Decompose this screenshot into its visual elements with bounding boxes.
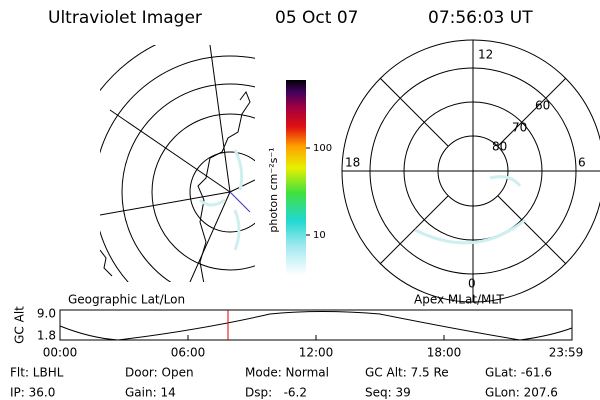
mlt-label: 18: [345, 156, 360, 170]
colorbar-tick: 10: [313, 230, 326, 241]
info-field: Gain: 14: [125, 386, 176, 400]
x-tick-label: 23:59: [549, 346, 584, 360]
info-field: IP: 36.0: [10, 386, 55, 400]
lat-label: 70: [512, 121, 527, 135]
altitude-curve: [59, 311, 573, 341]
colorbar: [286, 80, 306, 275]
colorbar-tick: 100: [313, 143, 332, 154]
x-tick-label: 18:00: [427, 346, 462, 360]
colorbar-label: photon cm⁻²s⁻¹: [267, 147, 280, 232]
polar-plot: 12 18 6 0 80 70 60: [341, 39, 600, 303]
x-tick-label: 06:00: [171, 346, 206, 360]
x-tick-label: 00:00: [43, 346, 78, 360]
info-field: GC Alt: 7.5 Re: [365, 366, 449, 380]
mlt-label: 12: [478, 48, 493, 62]
geographic-map: [100, 45, 255, 282]
lat-label: 80: [492, 140, 507, 154]
y-label: GC Alt: [13, 306, 27, 344]
date: 05 Oct 07: [275, 8, 358, 28]
y-tick: 9.0: [37, 307, 56, 321]
title: Ultraviolet Imager: [48, 8, 202, 28]
timeline-title: Apex MLat/MLT: [414, 293, 504, 307]
info-field: Seq: 39: [365, 386, 411, 400]
y-tick: 1.8: [37, 329, 56, 343]
info-field: Mode: Normal: [245, 366, 329, 380]
x-tick-label: 12:00: [299, 346, 334, 360]
info-field: GLon: 207.6: [485, 386, 558, 400]
lat-label: 60: [535, 99, 550, 113]
time: 07:56:03 UT: [428, 8, 533, 28]
mlt-label: 0: [468, 277, 476, 291]
info-field: Flt: LBHL: [10, 366, 64, 380]
mlt-label: 6: [578, 156, 586, 170]
info-field: Door: Open: [125, 366, 194, 380]
info-field: Dsp: -6.2: [245, 386, 307, 400]
info-field: GLat: -61.6: [485, 366, 552, 380]
timeline-title: Geographic Lat/Lon: [68, 293, 185, 307]
